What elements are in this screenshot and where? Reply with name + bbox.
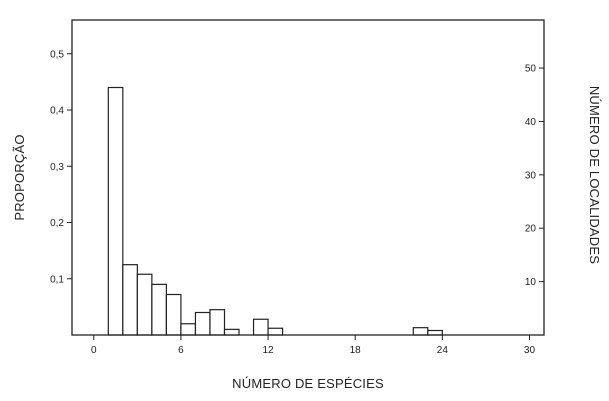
y2-tick-label: 50 [525,64,537,75]
histogram-bar-5 [180,323,197,336]
histogram-bar-3 [151,283,167,336]
y-tick-label: 0,5 [50,49,64,60]
plot-frame [71,19,545,336]
histogram-bar-6 [194,311,211,336]
histogram-bar-0 [107,86,124,336]
x-axis-title: NÚMERO DE ESPÉCIES [232,376,384,391]
y2-tick-label: 30 [525,170,537,181]
y-tick-label: 0,3 [50,162,64,173]
y-tick-label: 0,1 [50,274,64,285]
histogram-bar-8 [223,328,240,336]
y-axis-title: PROPORÇÃO [12,134,27,220]
x-tick-label: 0 [91,345,97,356]
histogram-bar-12 [427,329,443,336]
x-tick-label: 12 [262,345,274,356]
histogram-bar-10 [267,327,284,336]
y-axis-ticks: 0,1 0,2 0,3 0,4 0,5 [50,49,72,285]
y2-tick-label: 40 [525,117,537,128]
histogram-bar-1 [122,264,138,336]
y2-axis-title: NÚMERO DE LOCALIDADES [587,86,602,264]
y2-axis-ticks: 10 20 30 40 50 [525,64,544,288]
y-tick-label: 0,2 [50,218,64,229]
y2-tick-label: 10 [525,277,537,288]
x-tick-label: 30 [524,345,536,356]
histogram-bar-7 [209,309,226,336]
histogram-bar-9 [252,318,269,336]
bars-group [107,86,443,336]
histogram-bar-4 [165,293,182,336]
x-tick-label: 24 [437,345,449,356]
histogram-bar-11 [412,327,429,336]
histogram-bar-2 [136,273,153,336]
y2-tick-label: 20 [525,224,537,235]
x-axis-ticks: 0 6 12 18 24 30 [91,335,535,356]
x-tick-label: 18 [350,345,362,356]
y-tick-label: 0,4 [50,106,64,117]
x-tick-label: 6 [178,345,184,356]
